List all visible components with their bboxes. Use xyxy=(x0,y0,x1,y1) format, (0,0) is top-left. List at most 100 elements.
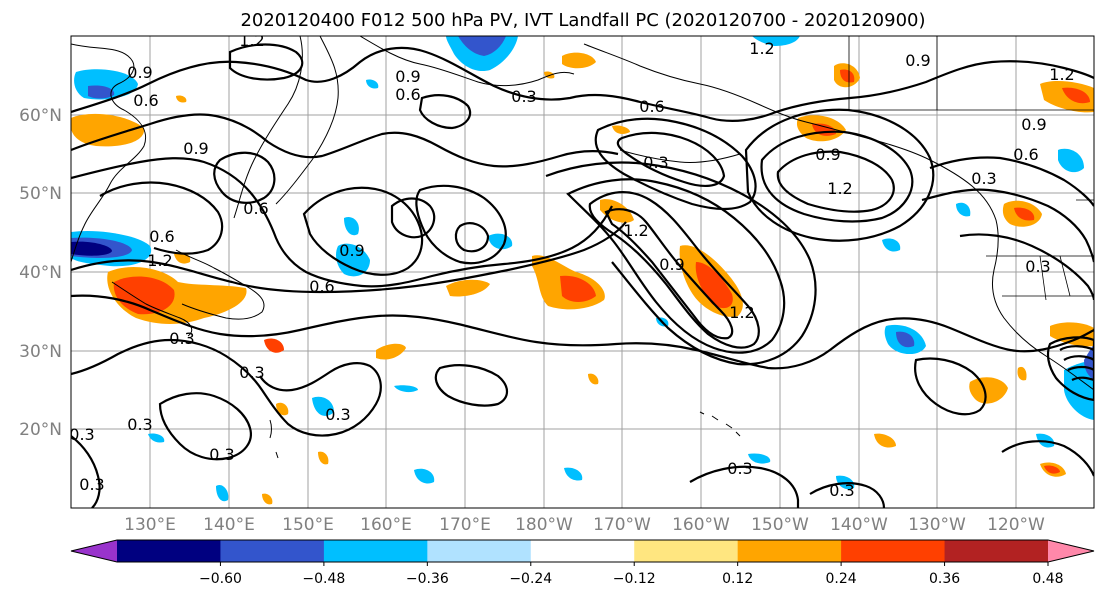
positive-anomaly-south-east xyxy=(874,433,896,448)
coast-kamchatka-east xyxy=(275,36,339,205)
negative-anomaly-bc-coast xyxy=(1058,148,1084,173)
contour-label: 1.2 xyxy=(147,251,172,270)
contour-socal-nested xyxy=(1046,336,1094,402)
colorbar-tick-label: −0.36 xyxy=(406,571,449,587)
positive-anomaly-east-pacific xyxy=(969,377,1008,404)
contour-0-6-main xyxy=(71,157,613,288)
contour-1-2-north xyxy=(71,46,1094,122)
contour-label: 0.9 xyxy=(815,145,840,164)
coast-japan xyxy=(175,249,265,320)
positive-anomaly-alaska-core xyxy=(840,69,855,83)
contour-0-3-south-east xyxy=(809,482,886,508)
contour-socal-inner xyxy=(1059,345,1094,382)
colorbar-tick-label: 0.12 xyxy=(722,571,753,587)
contour-label: 0.6 xyxy=(309,277,334,296)
coast-islands-west xyxy=(269,419,279,459)
contour-0-6-jet xyxy=(71,221,627,294)
negative-anomaly-kuril xyxy=(336,243,370,277)
contour-gulf-alaska-1-2 xyxy=(776,150,895,213)
contour-label: 0.6 xyxy=(243,199,268,218)
lon-label: 120°W xyxy=(987,515,1045,535)
longitude-labels: 130°E 140°E 150°E 160°E 170°E 180°W 170°… xyxy=(124,515,1045,535)
colorbar-segments xyxy=(117,540,1049,562)
negative-anomaly-east-pacific-core xyxy=(896,331,915,348)
contour-0-3-south-west xyxy=(71,338,382,437)
contour-label: 1.2 xyxy=(827,179,852,198)
contour-closed-dateline-inner xyxy=(454,222,490,253)
positive-anomaly-west-subtropic xyxy=(264,338,284,353)
lon-label: 170°E xyxy=(439,515,491,535)
contour-gulf-alaska-0-9 xyxy=(760,130,914,223)
contour-aleutian-0-3 xyxy=(616,131,726,188)
political-borders xyxy=(848,36,1094,301)
colorbar-segment xyxy=(220,540,325,562)
colorbar-segment xyxy=(944,540,1049,562)
contour-label: 0.3 xyxy=(325,405,350,424)
contour-aleutian-0-6 xyxy=(594,117,757,211)
positive-anomaly-subtropical-core xyxy=(695,262,733,309)
contour-label: 0.6 xyxy=(133,91,158,110)
contour-trough-0-9 xyxy=(588,191,760,349)
positive-anomaly-japan-core xyxy=(113,276,175,315)
contour-0-3-east-pacific xyxy=(914,357,987,416)
contour-label: 0.6 xyxy=(395,85,420,104)
colorbar-tick-label: −0.48 xyxy=(302,571,345,587)
contour-trough-0-3 xyxy=(545,161,817,366)
positive-anomaly-bering-west xyxy=(562,52,596,69)
contour-label: 0.3 xyxy=(727,459,752,478)
contour-0-3-jet-south xyxy=(71,294,1094,370)
colorbar-tick-label: −0.24 xyxy=(509,571,552,587)
contour-label: 0.6 xyxy=(149,227,174,246)
contour-0-3-south-hawaii xyxy=(689,465,800,508)
contour-0-3-south-edge xyxy=(71,435,101,508)
negative-anomaly-kuril-north xyxy=(344,216,359,236)
contour-label: 0.3 xyxy=(169,329,194,348)
border-us-states xyxy=(986,255,1094,301)
contour-label: 0.3 xyxy=(69,425,94,444)
lon-label: 180°W xyxy=(515,515,573,535)
positive-anomaly-south-central xyxy=(376,343,406,360)
contour-okhotsk-1-2 xyxy=(228,43,304,81)
positive-anomaly-south-far-east-core xyxy=(1044,465,1060,474)
lon-label: 160°E xyxy=(360,515,412,535)
contour-trough-0-6 xyxy=(566,178,786,354)
lat-label: 20°N xyxy=(19,420,62,440)
contour-label: 1.2 xyxy=(623,221,648,240)
contour-0-3-far-south-east xyxy=(1001,440,1094,477)
coast-aleutians xyxy=(619,149,741,163)
coast-asia-mainland xyxy=(71,43,146,263)
contour-label: 0.3 xyxy=(829,481,854,500)
contour-closed-kuril-inner xyxy=(390,197,436,239)
negative-anomaly-central-pacific xyxy=(394,385,418,393)
negative-anomaly-bering xyxy=(752,36,800,46)
contour-label: 1.2 xyxy=(1049,65,1074,84)
negative-anomaly-south-mid xyxy=(564,467,583,481)
lon-label: 140°E xyxy=(203,515,255,535)
negative-anomaly-far-south-west xyxy=(216,484,229,502)
colorbar-segment xyxy=(841,540,946,562)
coast-kamchatka-west xyxy=(233,36,303,219)
contour-trough-1-2 xyxy=(604,208,734,340)
coast-alaska-west xyxy=(583,43,807,123)
negative-anomaly-gulf-alaska xyxy=(882,238,901,252)
coast-north-america xyxy=(805,121,1094,391)
lon-label: 140°W xyxy=(830,515,888,535)
colorbar-ticks: −0.60 −0.48 −0.36 −0.24 −0.12 0.12 0.24 0.36 0.4… xyxy=(199,562,1064,587)
colorbar-outline xyxy=(70,539,1095,563)
contour-label: 0.3 xyxy=(209,445,234,464)
negative-anomaly-pnw xyxy=(956,202,971,217)
negative-anomaly-north-pacific-core xyxy=(458,36,506,56)
contour-label: 0.9 xyxy=(127,63,152,82)
lon-label: 160°W xyxy=(672,515,730,535)
negative-anomaly-kamchatka-west-core xyxy=(88,85,115,99)
map-panel: 1.2 0.9 0.9 1.2 0.9 0.6 0.6 1.2 0.6 0.3 … xyxy=(19,35,1095,535)
contour-closed-dateline xyxy=(415,184,507,265)
contour-pnw-0-3 xyxy=(959,233,1094,301)
positive-anomaly-aleutian xyxy=(612,125,630,134)
negative-anomaly-baja xyxy=(1064,360,1094,420)
contour-label: 0.6 xyxy=(639,97,664,116)
contour-label: 0.9 xyxy=(905,51,930,70)
negative-anomaly-siberia xyxy=(366,79,379,89)
lat-label: 50°N xyxy=(19,184,62,204)
